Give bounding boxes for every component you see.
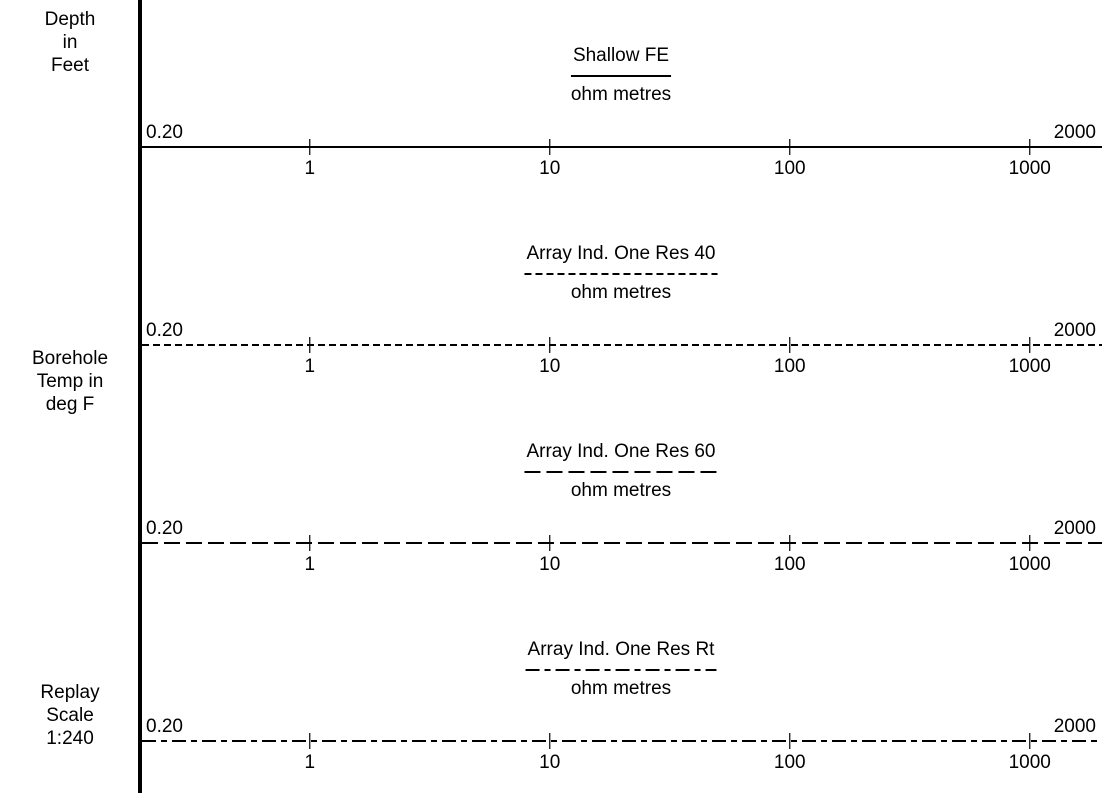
tick-label: 10: [539, 356, 560, 377]
range-max-label: 2000: [1054, 122, 1096, 143]
tick-label: 10: [539, 752, 560, 773]
tick-label: 1000: [1009, 158, 1051, 179]
tick-label: 100: [774, 356, 806, 377]
curve-unit: ohm metres: [571, 480, 671, 501]
curve-title: Array Ind. One Res 60: [526, 441, 715, 462]
temp-label: Borehole Temp in deg F: [31, 348, 109, 415]
curve-title: Shallow FE: [573, 45, 669, 66]
range-min-label: 0.20: [146, 518, 183, 539]
range-min-label: 0.20: [146, 716, 183, 737]
tick-label: 1: [304, 752, 315, 773]
curve-title: Array Ind. One Res 40: [526, 243, 715, 264]
scale-label: Replay Scale 1:240: [40, 682, 100, 749]
curve-unit: ohm metres: [571, 678, 671, 699]
range-min-label: 0.20: [146, 122, 183, 143]
tick-label: 1000: [1009, 752, 1051, 773]
tick-label: 1: [304, 158, 315, 179]
left-panel: Depth in Feet Borehole Temp in deg F Rep…: [0, 0, 140, 793]
tick-label: 1: [304, 356, 315, 377]
tick-label: 100: [774, 158, 806, 179]
depth-label: Depth in Feet: [44, 9, 96, 76]
curve-unit: ohm metres: [571, 282, 671, 303]
curve-unit: ohm metres: [571, 84, 671, 105]
range-max-label: 2000: [1054, 518, 1096, 539]
tick-label: 10: [539, 554, 560, 575]
range-min-label: 0.20: [146, 320, 183, 341]
range-max-label: 2000: [1054, 716, 1096, 737]
range-max-label: 2000: [1054, 320, 1096, 341]
tick-label: 100: [774, 752, 806, 773]
track-divider: [138, 0, 142, 793]
tick-label: 1000: [1009, 356, 1051, 377]
tick-label: 100: [774, 554, 806, 575]
tick-label: 1000: [1009, 554, 1051, 575]
tick-label: 1: [304, 554, 315, 575]
curve-title: Array Ind. One Res Rt: [528, 639, 716, 660]
tick-label: 10: [539, 158, 560, 179]
